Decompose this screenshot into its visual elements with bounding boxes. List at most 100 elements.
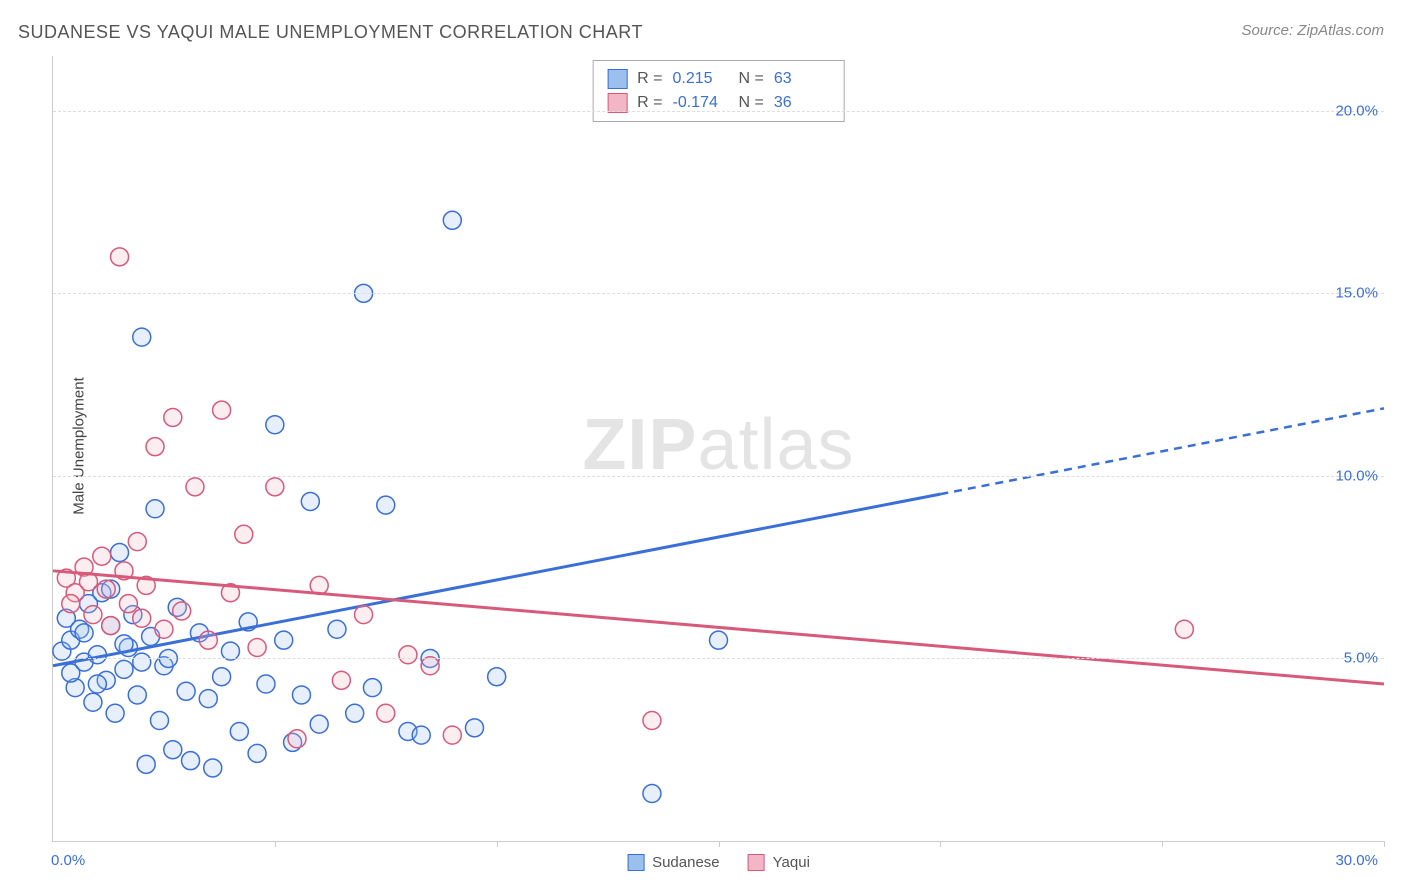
- x-axis-origin-label: 0.0%: [51, 852, 85, 869]
- trend-line-extrapolated: [940, 408, 1384, 494]
- data-point: [288, 730, 306, 748]
- data-point: [164, 741, 182, 759]
- r-value-sudanese: 0.215: [673, 70, 729, 88]
- gridline: [53, 476, 1384, 477]
- data-point: [146, 500, 164, 518]
- chart-title: SUDANESE VS YAQUI MALE UNEMPLOYMENT CORR…: [18, 22, 643, 43]
- data-point: [248, 744, 266, 762]
- data-point: [128, 533, 146, 551]
- x-tick: [1162, 841, 1163, 847]
- data-point: [230, 722, 248, 740]
- data-point: [146, 438, 164, 456]
- legend-item-sudanese: Sudanese: [627, 854, 720, 871]
- legend-label-yaqui: Yaqui: [773, 854, 810, 871]
- data-point: [186, 478, 204, 496]
- data-point: [221, 642, 239, 660]
- data-point: [488, 668, 506, 686]
- data-point: [213, 668, 231, 686]
- data-point: [62, 664, 80, 682]
- data-point: [248, 638, 266, 656]
- scatter-plot-svg: [53, 56, 1384, 841]
- x-tick: [940, 841, 941, 847]
- data-point: [173, 602, 191, 620]
- data-point: [310, 715, 328, 733]
- data-point: [62, 595, 80, 613]
- data-point: [93, 547, 111, 565]
- data-point: [155, 620, 173, 638]
- data-point: [363, 679, 381, 697]
- y-tick-label: 5.0%: [1344, 650, 1378, 667]
- data-point: [119, 595, 137, 613]
- n-label: N =: [739, 70, 764, 88]
- data-point: [137, 755, 155, 773]
- data-point: [150, 712, 168, 730]
- data-point: [257, 675, 275, 693]
- n-label: N =: [739, 94, 764, 112]
- y-tick-label: 10.0%: [1335, 467, 1378, 484]
- data-point: [399, 646, 417, 664]
- chart-plot-area: ZIPatlas R = 0.215 N = 63 R = -0.174 N =…: [52, 56, 1384, 842]
- x-tick: [497, 841, 498, 847]
- x-tick: [275, 841, 276, 847]
- data-point: [111, 248, 129, 266]
- data-point: [199, 631, 217, 649]
- data-point: [106, 704, 124, 722]
- trend-line: [53, 494, 940, 666]
- data-point: [443, 726, 461, 744]
- data-point: [643, 712, 661, 730]
- data-point: [377, 496, 395, 514]
- x-axis-max-label: 30.0%: [1335, 852, 1378, 869]
- data-point: [128, 686, 146, 704]
- legend-item-yaqui: Yaqui: [748, 854, 810, 871]
- data-point: [88, 675, 106, 693]
- data-point: [84, 693, 102, 711]
- legend-label-sudanese: Sudanese: [652, 854, 720, 871]
- data-point: [275, 631, 293, 649]
- data-point: [133, 609, 151, 627]
- data-point: [133, 653, 151, 671]
- data-point: [213, 401, 231, 419]
- n-value-sudanese: 63: [774, 70, 830, 88]
- data-point: [710, 631, 728, 649]
- data-point: [204, 759, 222, 777]
- x-tick: [719, 841, 720, 847]
- data-point: [301, 492, 319, 510]
- data-point: [292, 686, 310, 704]
- data-point: [97, 580, 115, 598]
- data-point: [643, 785, 661, 803]
- swatch-sudanese-icon: [627, 854, 644, 871]
- gridline: [53, 658, 1384, 659]
- data-point: [133, 328, 151, 346]
- data-point: [1175, 620, 1193, 638]
- data-point: [84, 606, 102, 624]
- data-point: [182, 752, 200, 770]
- data-point: [177, 682, 195, 700]
- data-point: [266, 478, 284, 496]
- data-point: [111, 544, 129, 562]
- data-point: [355, 606, 373, 624]
- data-point: [75, 624, 93, 642]
- data-point: [412, 726, 430, 744]
- r-label: R =: [637, 94, 662, 112]
- n-value-yaqui: 36: [774, 94, 830, 112]
- swatch-sudanese-icon: [607, 69, 627, 89]
- x-tick: [1384, 841, 1385, 847]
- y-tick-label: 15.0%: [1335, 285, 1378, 302]
- data-point: [377, 704, 395, 722]
- gridline: [53, 293, 1384, 294]
- data-point: [328, 620, 346, 638]
- data-point: [164, 408, 182, 426]
- data-point: [102, 617, 120, 635]
- swatch-yaqui-icon: [748, 854, 765, 871]
- y-tick-label: 20.0%: [1335, 102, 1378, 119]
- series-legend: Sudanese Yaqui: [627, 854, 810, 871]
- legend-row-sudanese: R = 0.215 N = 63: [607, 67, 830, 91]
- data-point: [115, 660, 133, 678]
- data-point: [443, 211, 461, 229]
- data-point: [235, 525, 253, 543]
- r-value-yaqui: -0.174: [673, 94, 729, 112]
- gridline: [53, 111, 1384, 112]
- data-point: [346, 704, 364, 722]
- r-label: R =: [637, 70, 662, 88]
- data-point: [465, 719, 483, 737]
